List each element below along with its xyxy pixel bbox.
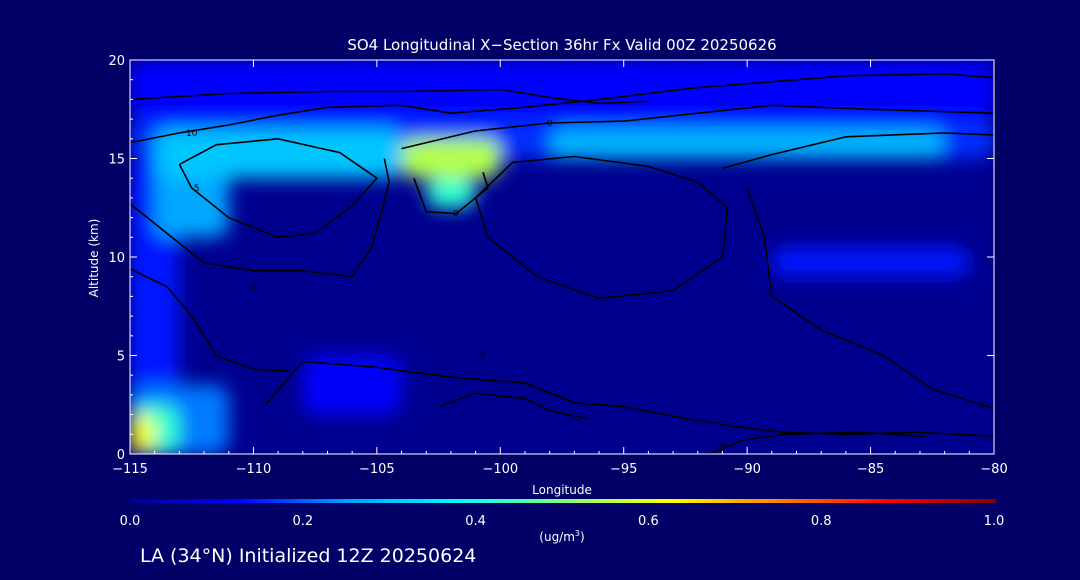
x-tick-label: −115 [112, 462, 148, 477]
contour-line [130, 88, 649, 105]
colorbar-tick-label: 0.2 [292, 514, 313, 529]
y-tick-label: 10 [108, 251, 125, 266]
x-tick-label: −110 [236, 462, 272, 477]
contour-label: 0 [251, 283, 257, 293]
contour-line [746, 187, 994, 410]
y-tick-label: 15 [108, 153, 125, 168]
y-axis: 0 5 10 15 20 [108, 54, 994, 463]
y-tick-label: 20 [108, 54, 125, 69]
field-cell [130, 60, 994, 120]
chart-title: SO4 Longitudinal X−Section 36hr Fx Valid… [347, 36, 776, 54]
contour-label: 0 [979, 401, 985, 411]
location-label: LA (34°N) Initialized 12Z 20250624 [140, 545, 476, 567]
contour-label: 0 [480, 352, 486, 362]
contour-label: 0 [547, 119, 553, 129]
x-axis-label: Longitude [532, 483, 592, 497]
x-tick-label: −95 [610, 462, 637, 477]
colorbar [130, 499, 996, 503]
contour-label: 0 [453, 210, 459, 220]
contour-label: 0 [720, 442, 726, 452]
contour-label: 10 [186, 129, 198, 139]
x-axis: −115 −110 −105 −100 −95 −90 −85 −80 [112, 60, 1008, 477]
concentration-field [130, 60, 994, 454]
field-cell [771, 247, 970, 277]
contour-line [178, 137, 379, 239]
colorbar-ticks: 0.0 0.2 0.4 0.6 0.8 1.0 [120, 514, 1005, 529]
contour-line [722, 132, 994, 170]
contour-label: 5 [194, 184, 200, 194]
colorbar-tick-label: 0.6 [638, 514, 659, 529]
contour-line [413, 172, 489, 215]
colorbar-tick-label: 1.0 [984, 514, 1005, 529]
contour-line [265, 360, 994, 438]
contour-lines: 10 0 5 0 0 0 0 0 [130, 72, 994, 454]
field-cell [154, 128, 402, 179]
colorbar-tick-label: 0.8 [811, 514, 832, 529]
contour-line [130, 158, 391, 278]
y-axis-label: Altitude (km) [87, 219, 101, 298]
colorbar-tick-label: 0.4 [465, 514, 486, 529]
field-cell [401, 138, 501, 179]
x-tick-label: −90 [733, 462, 760, 477]
y-tick-label: 5 [117, 350, 125, 365]
contour-line [438, 392, 587, 420]
contour-line [130, 72, 994, 144]
colorbar-units: (ug/m3) [539, 529, 584, 544]
plot-area: 10 0 5 0 0 0 0 0 [130, 60, 994, 454]
colorbar-units-superscript: 3 [575, 529, 580, 538]
x-tick-label: −105 [359, 462, 395, 477]
x-tick-label: −85 [857, 462, 884, 477]
contour-line [709, 431, 925, 454]
field-cell [302, 355, 402, 415]
contour-line [401, 104, 994, 150]
field-cell [130, 414, 155, 454]
y-tick-label: 0 [117, 448, 125, 463]
x-tick-label: −80 [980, 462, 1007, 477]
colorbar-tick-label: 0.0 [120, 514, 141, 529]
contour-line [130, 268, 291, 373]
field-cell [426, 178, 476, 208]
x-tick-label: −100 [482, 462, 518, 477]
contour-line [474, 155, 729, 300]
field-cell [549, 128, 945, 159]
